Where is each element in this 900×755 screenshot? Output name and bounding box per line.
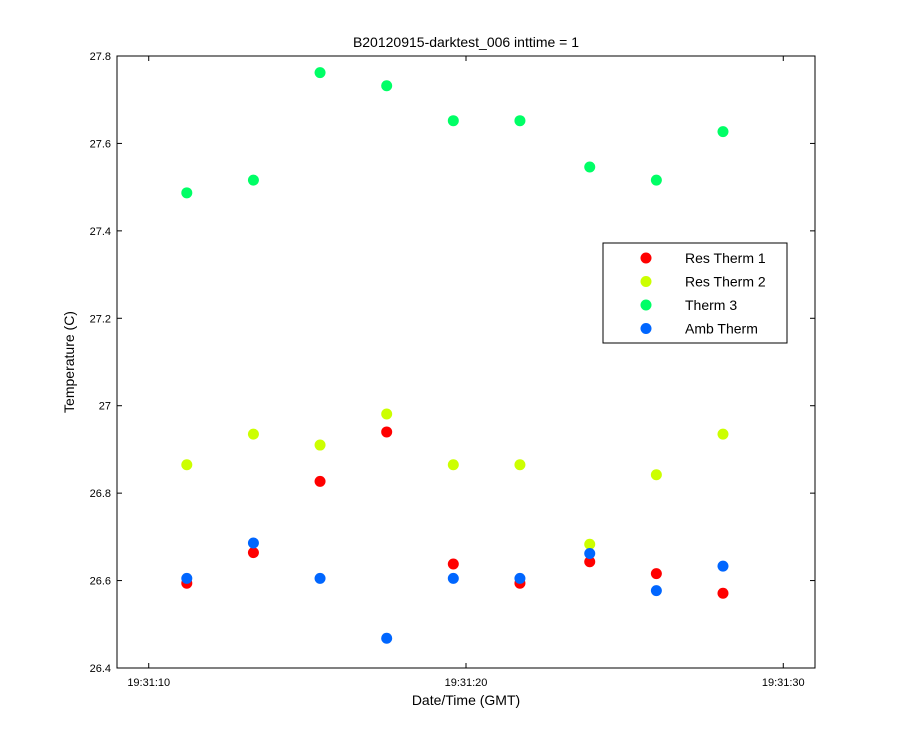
data-point [584,556,596,568]
x-axis-ticks: 19:31:10 19:31:20 19:31:30 [127,56,805,689]
series-2 [181,67,729,199]
legend-marker [640,323,652,334]
data-point [447,459,459,471]
y-tick-label: 27.4 [90,226,111,238]
data-point [584,547,596,559]
data-point [314,439,326,451]
y-axis-title: Temperature (C) [61,311,77,413]
data-point [650,174,662,186]
legend-label: Therm 3 [685,297,737,313]
data-point [181,459,193,471]
x-axis-title: Date/Time (GMT) [412,692,520,708]
data-point [447,572,459,584]
series-3 [181,537,729,644]
legend-marker [640,299,652,311]
data-point [447,115,459,127]
data-point [650,568,662,580]
data-point [381,80,393,92]
legend-label: Amb Therm [685,321,758,337]
data-point [181,187,193,199]
data-point [381,632,393,644]
data-point [314,572,326,584]
series-1 [181,408,729,550]
data-point [717,428,729,440]
data-point [314,475,326,487]
legend-label: Res Therm 2 [685,274,766,290]
data-point [717,126,729,138]
data-point [584,538,596,550]
data-point [181,572,193,584]
data-point [247,428,259,440]
data-point [381,408,393,420]
y-tick-label: 27.6 [90,138,111,150]
y-tick-label: 26.6 [90,576,111,588]
data-point [514,115,526,127]
y-tick-label: 26.8 [90,488,111,500]
y-tick-label: 27.2 [90,313,111,325]
data-point [314,67,326,79]
legend-label: Res Therm 1 [685,250,766,266]
data-point [717,560,729,572]
data-point [447,558,459,570]
data-point [247,537,259,549]
x-tick-label: 19:31:20 [445,677,488,689]
data-point [247,174,259,186]
data-point [650,585,662,597]
legend-marker [640,252,652,264]
legend-marker [640,276,652,287]
x-tick-label: 19:31:30 [762,677,805,689]
plot-area [116,55,816,669]
data-points [181,67,729,644]
y-tick-label: 27.8 [90,51,111,63]
chart-title: B20120915-darktest_006 inttime = 1 [353,34,579,50]
data-point [514,572,526,584]
data-point [247,547,259,559]
legend: Res Therm 1 Res Therm 2 Therm 3 Amb Therm [602,242,788,344]
y-tick-label: 26.4 [90,663,111,675]
data-point [514,459,526,471]
y-axis-ticks: 26.4 26.6 26.8 27 27.2 27.4 27.6 27.8 [90,51,815,675]
legend-box [602,242,788,344]
data-point [381,426,393,438]
data-point [584,161,596,173]
y-tick-label: 27 [99,401,111,413]
data-point [650,469,662,481]
x-tick-label: 19:31:10 [127,677,170,689]
data-point [717,587,729,599]
